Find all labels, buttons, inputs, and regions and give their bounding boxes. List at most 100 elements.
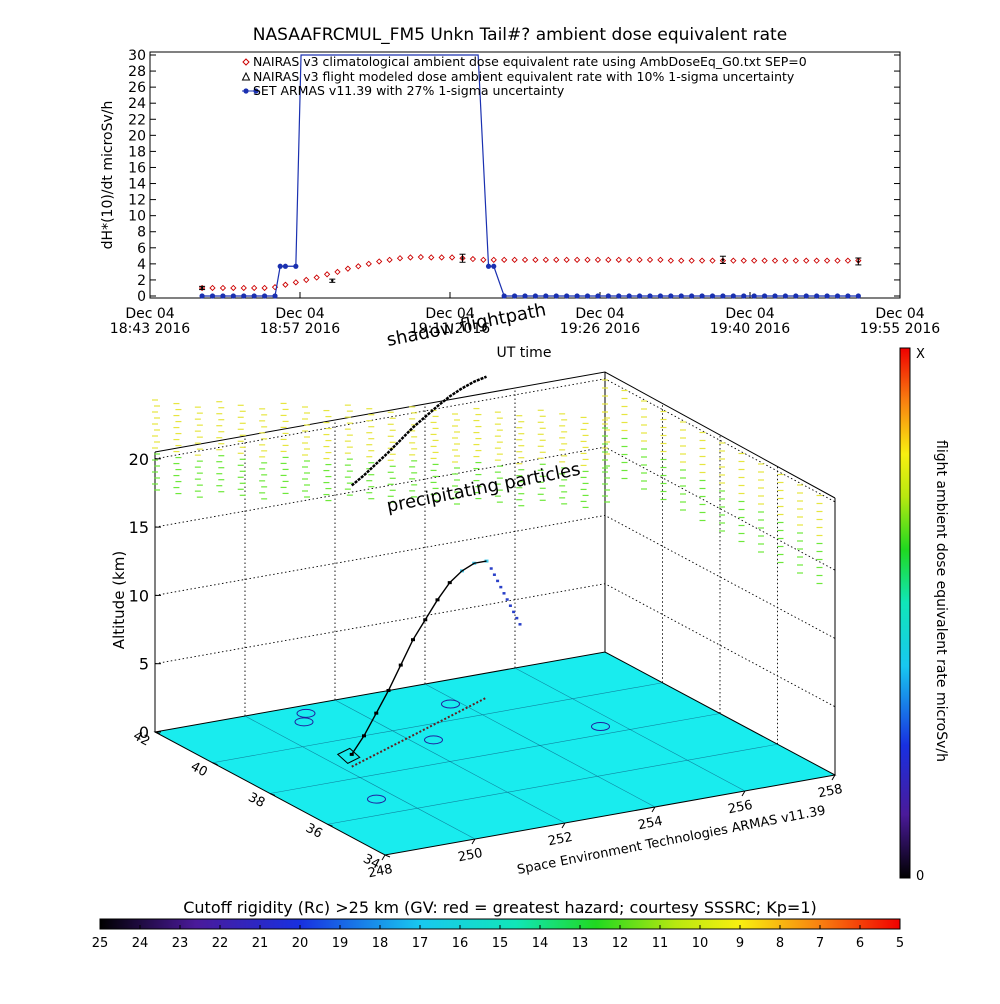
altitude-tick-label: 20 [129,450,149,469]
annotation-precipitating-particles: precipitating particles [385,459,582,517]
armas-point [272,293,278,299]
top-chart-title: NASAAFRCMUL_FM5 Unkn Tail#? ambient dose… [253,25,787,45]
longitude-tick-label: 256 [727,798,754,817]
nairas-clim-point [386,256,393,263]
rigidity-tick-label: 17 [412,936,429,951]
latitude-axis: 34 36 38 40 42 [131,729,391,873]
longitude-tick-mark [381,854,386,861]
armas-point [761,293,768,299]
nairas-clim-point [761,257,768,264]
x-tick-label-date: Dec 04 [875,306,924,322]
x-tick-label-date: Dec 04 [575,306,624,322]
armas-point [824,293,830,299]
armas-point [584,293,591,299]
armas-point [220,293,226,299]
rigidity-tick-label: 14 [532,936,549,951]
nairas-clim-point [334,268,341,276]
y-tick-label: 16 [128,160,146,176]
nairas-clim-point [751,257,758,264]
y-tick-label: 18 [128,144,146,160]
rigidity-tick-label: 21 [252,936,269,951]
nairas-clim-point [834,257,841,264]
longitude-tick-label: 252 [547,830,574,849]
y-tick-label: 0 [137,289,146,305]
armas-point [616,293,622,299]
armas-point [511,293,518,299]
ground-contour [591,722,610,732]
latitude-tick-mark [384,854,391,858]
nairas-clim-point [438,254,445,261]
rigidity-tick-label: 19 [332,936,349,951]
nairas-clim-point [792,257,799,264]
nairas-flight-point [857,260,860,263]
nairas-clim-point [844,257,852,264]
nairas-clim-point [740,257,747,264]
latitude-tick-mark [327,823,333,827]
nairas-clim-point [198,284,206,292]
armas-point [782,293,789,299]
nairas-clim-point [521,256,529,263]
longitude-tick-mark [651,806,656,813]
nairas-clim-point [532,256,539,263]
altitude-axis: 0 5 10 15 20 [129,450,161,742]
armas-point [605,293,611,299]
nairas-clim-point [553,256,560,263]
nairas-clim-point [594,256,602,263]
longitude-tick-mark [471,838,476,845]
nairas-flight-point [200,286,204,290]
nairas-flight-point [721,258,725,262]
rigidity-tick-label: 22 [212,936,229,951]
nairas-clim-point [573,256,581,263]
flight-path-layer [336,375,522,768]
nairas-clim-point [813,257,820,264]
nairas-clim-point [823,257,831,264]
y-tick-label: 24 [128,96,146,112]
x-tick-label-time: 19:40 2016 [710,321,791,337]
armas-point [522,293,528,299]
nairas-clim-point [782,257,789,264]
rigidity-bar-title: Cutoff rigidity (Rc) >25 km (GV: red = g… [183,898,817,917]
nairas-clim-point [667,257,674,264]
x-tick-label-time: 19:11 2016 [410,321,491,337]
y-tick-label: 30 [128,48,146,64]
top-series-layer [198,54,862,299]
rigidity-tick-label: 16 [452,936,469,951]
legend-marker-armas [243,88,249,94]
latitude-tick-mark [154,731,161,735]
flightpath-descent-point [492,573,496,576]
nairas-clim-point [448,254,456,261]
nairas-clim-point [313,274,320,281]
legend-marker-clim [242,58,250,66]
armas-point [251,293,257,299]
armas-point [699,293,705,299]
altitude-tick-label: 0 [139,723,149,742]
nairas-flight-point [461,257,464,260]
x-tick-label-time: 18:57 2016 [260,321,341,337]
armas-point [501,293,507,299]
rigidity-tick-label: 12 [612,936,629,951]
y-tick-label: 10 [128,209,146,225]
rigidity-tick-label: 8 [776,936,784,951]
nairas-clim-point [480,256,487,263]
nairas-clim-point [323,271,331,278]
ground-detail [212,667,778,840]
armas-point [261,293,268,299]
longitude-tick-mark [831,774,836,781]
armas-point [574,293,580,299]
latitude-tick-mark [269,793,276,796]
armas-point [730,293,736,299]
x-tick-label-date: Dec 04 [725,306,774,322]
armas-point [647,293,653,299]
y-tick-label: 12 [128,193,146,209]
legend-marker-armas [253,88,259,94]
nairas-clim-point [376,258,383,265]
nairas-clim-point [615,256,622,263]
longitude-tick-label: 258 [817,782,844,801]
armas-point [626,293,632,299]
armas-point [491,263,497,269]
rigidity-tick-label: 13 [572,936,589,951]
longitude-tick-label: 248 [367,862,394,881]
